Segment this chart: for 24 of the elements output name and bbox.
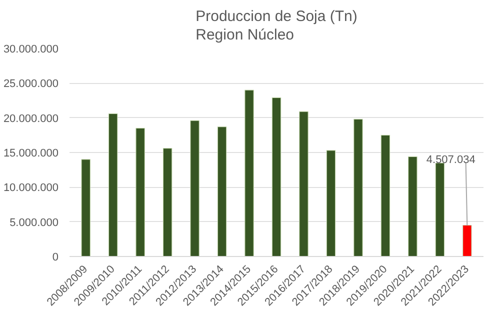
bar [244, 90, 254, 256]
bar [162, 148, 172, 256]
y-tick-label: 15.000.000 [3, 148, 59, 160]
bar [299, 111, 308, 256]
bar [272, 97, 282, 256]
y-tick-label: 30.000.000 [3, 44, 59, 56]
bar [81, 159, 90, 256]
bar [435, 162, 445, 256]
bar [217, 126, 227, 256]
data-label: 4.507.034 [426, 154, 476, 166]
y-tick-label: 10.000.000 [3, 182, 59, 194]
bar [108, 113, 118, 256]
y-tick-label: 25.000.000 [3, 78, 59, 90]
bar [136, 128, 145, 256]
bar [326, 150, 336, 256]
y-tick-label: 0 [52, 252, 59, 264]
bar [354, 118, 363, 256]
bar [380, 134, 390, 256]
y-tick-label: 20.000.000 [3, 112, 59, 125]
bar [408, 156, 418, 256]
chart-title: Produccion de Soja (Tn) Region Núcleo [196, 8, 358, 44]
y-tick-label: 5.000.000 [10, 216, 58, 229]
bar [190, 120, 200, 256]
bar [462, 224, 472, 256]
